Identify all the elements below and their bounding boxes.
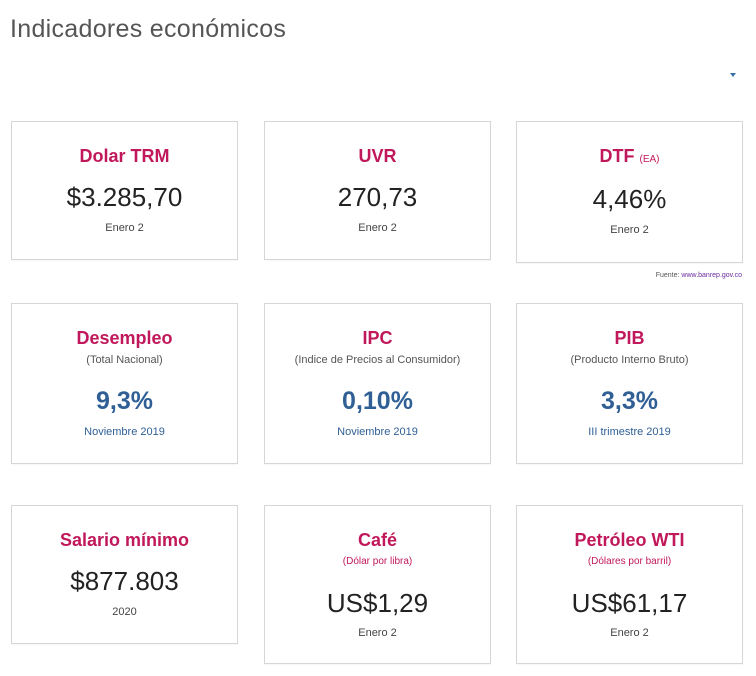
card-title: Salario mínimo xyxy=(59,530,190,550)
card-title: DTF (EA) xyxy=(517,146,742,167)
card-subtitle: (Dólar por libra) xyxy=(342,556,413,567)
card-date: Enero 2 xyxy=(610,224,649,236)
card-date: Enero 2 xyxy=(358,222,397,234)
card-date: Noviembre 2019 xyxy=(84,426,165,438)
card-title: Desempleo xyxy=(76,328,173,348)
dropdown-caret-icon[interactable] xyxy=(730,73,736,77)
card-subtitle: (Indice de Precios al Consumidor) xyxy=(294,354,461,366)
card-value: US$61,17 xyxy=(571,588,688,618)
card-petroleo-wti: Petróleo WTI (Dólares por barril) US$61,… xyxy=(516,505,743,664)
card-date: 2020 xyxy=(112,606,137,618)
card-desempleo: Desempleo (Total Nacional) 9,3% Noviembr… xyxy=(11,303,238,464)
card-value: 3,3% xyxy=(601,387,658,415)
card-value: US$1,29 xyxy=(326,588,429,618)
card-ipc: IPC (Indice de Precios al Consumidor) 0,… xyxy=(264,303,491,464)
source-link[interactable]: www.banrep.gov.co xyxy=(681,272,742,279)
card-date: Noviembre 2019 xyxy=(337,426,418,438)
card-title-text: DTF xyxy=(599,146,635,166)
page-title: Indicadores económicos xyxy=(10,15,287,43)
card-value: 9,3% xyxy=(96,387,153,415)
card-title: IPC xyxy=(362,328,393,348)
card-dtf: DTF (EA) 4,46% Enero 2 xyxy=(516,121,743,263)
card-subtitle: (Dólares por barril) xyxy=(587,556,672,567)
card-cafe: Café (Dólar por libra) US$1,29 Enero 2 xyxy=(264,505,491,664)
card-title: PIB xyxy=(614,328,645,348)
card-subtitle: (Producto Interno Bruto) xyxy=(570,354,689,366)
card-value: $3.285,70 xyxy=(66,182,183,212)
card-title: Dolar TRM xyxy=(79,146,170,166)
source-label: Fuente: xyxy=(655,272,680,279)
card-date: Enero 2 xyxy=(358,627,397,639)
card-title: Petróleo WTI xyxy=(574,530,685,550)
card-title-suffix: (EA) xyxy=(639,154,660,165)
card-subtitle: (Total Nacional) xyxy=(86,354,163,366)
card-pib: PIB (Producto Interno Bruto) 3,3% III tr… xyxy=(516,303,743,464)
card-value: 0,10% xyxy=(342,387,413,415)
card-title: UVR xyxy=(358,146,397,166)
card-date: Enero 2 xyxy=(610,627,649,639)
card-value: $877.803 xyxy=(70,566,179,596)
card-date: Enero 2 xyxy=(105,222,144,234)
card-dolar-trm: Dolar TRM $3.285,70 Enero 2 xyxy=(11,121,238,260)
card-title: Café xyxy=(357,530,397,550)
card-value: 4,46% xyxy=(592,184,667,214)
card-date: III trimestre 2019 xyxy=(588,426,671,438)
source-note: Fuente: www.banrep.gov.co xyxy=(656,272,742,279)
card-uvr: UVR 270,73 Enero 2 xyxy=(264,121,491,260)
card-value: 270,73 xyxy=(337,182,418,212)
card-salario-minimo: Salario mínimo $877.803 2020 xyxy=(11,505,238,644)
